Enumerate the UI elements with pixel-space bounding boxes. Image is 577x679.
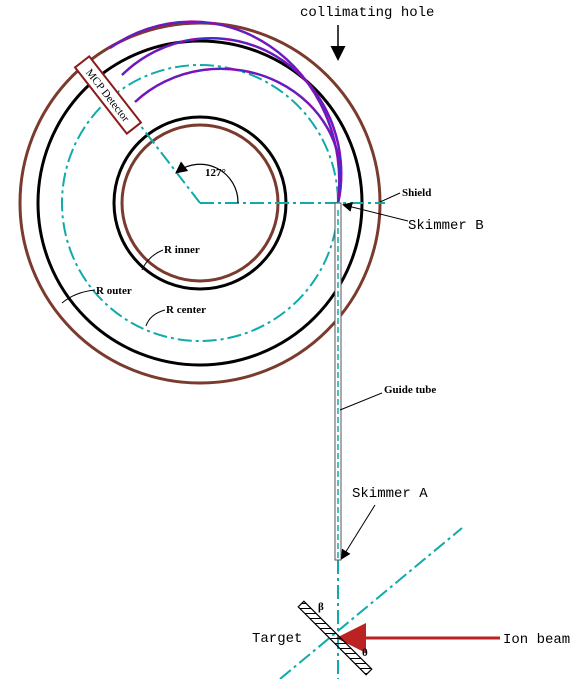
skimmer-b-label: Skimmer B [408,218,484,234]
trajectories [109,20,343,204]
shield-leader [379,192,401,203]
mcp-label: MCP Detector [83,67,132,125]
target-label: Target [252,631,302,647]
skimmer-a-arrow [340,504,376,560]
beta-label: β [318,601,324,613]
collimating-label: collimating hole [300,5,434,21]
angle-label: 127° [205,167,226,179]
theta-label: θ [362,647,368,659]
router-label: R outer [96,285,132,297]
rinner-label: R inner [164,244,200,256]
skimmer-b-arrow [342,202,409,222]
skimmer-a-label: Skimmer A [352,486,428,502]
rcenter-label: R center [166,304,206,316]
angle-arc [175,161,239,204]
router-leader [61,289,96,304]
shield-label: Shield [402,187,431,199]
rcenter-leader [145,309,166,327]
guide-label: Guide tube [384,384,436,396]
target [297,600,373,676]
rinner-leader [141,249,164,271]
ion-beam-label: Ion beam [503,632,570,648]
axes-lines [139,124,463,679]
guide-leader [339,392,383,411]
